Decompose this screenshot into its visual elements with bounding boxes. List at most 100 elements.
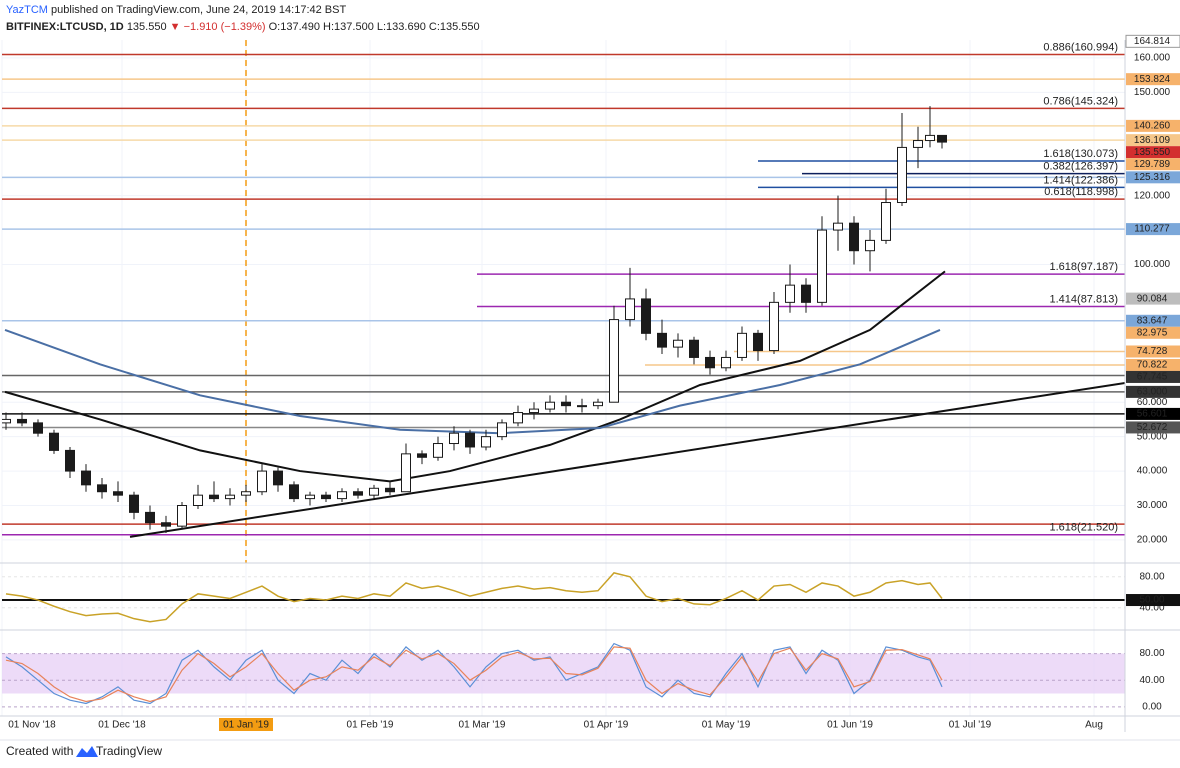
candle-body [609, 319, 619, 403]
candle-body [705, 356, 715, 369]
candle-body [641, 298, 651, 334]
tv-logo [76, 746, 98, 757]
price-tag-label: 74.728 [1137, 346, 1168, 357]
candle-body [81, 470, 91, 486]
footer-text: Created with [6, 744, 73, 758]
rsi-level-label: 50.00 [1139, 595, 1164, 606]
candle-body [2, 418, 11, 424]
price-tag-label: 63.000 [1137, 387, 1168, 398]
price-tag [1126, 385, 1180, 398]
candle-body [321, 494, 331, 500]
header-line: YazTCM published on TradingView.com, Jun… [6, 4, 346, 16]
x-tick-label: 01 Jun '19 [827, 720, 873, 731]
candle-body [689, 339, 699, 358]
candle-body [577, 405, 587, 408]
change-arrow: ▼ [170, 21, 181, 33]
candle-body [17, 418, 27, 424]
y-tick-label: 150.000 [1134, 87, 1171, 98]
candle-body [925, 134, 935, 142]
symbol-line: BITFINEX:LTCUSD, 1D 135.550 ▼ −1.910 (−1… [6, 21, 480, 33]
candle-body [369, 487, 379, 496]
price-tag [1126, 292, 1180, 305]
y-tick-label: 40.000 [1137, 466, 1168, 477]
y-tick-label: 50.000 [1137, 431, 1168, 442]
overlay-line [129, 381, 1125, 538]
candle-body [561, 401, 571, 407]
candle-body [65, 449, 75, 472]
x-tick-label: 01 Nov '18 [8, 720, 56, 731]
x-tick-label: 01 Dec '18 [98, 720, 146, 731]
candle-body [817, 229, 827, 303]
candle-body [753, 332, 763, 352]
rsi-line [5, 572, 943, 623]
x-tick-highlight [219, 718, 273, 731]
price-tag-label: 70.822 [1137, 360, 1168, 371]
level-label: 1.618(21.520) [1050, 522, 1119, 534]
change: −1.910 (−1.39%) [184, 21, 266, 33]
price-tag [1126, 146, 1180, 159]
candle-body [97, 484, 107, 493]
candle-body [273, 470, 283, 486]
price-tag-label: 153.824 [1134, 74, 1171, 85]
candle-body [385, 487, 395, 493]
level-label: 1.618(97.187) [1050, 261, 1119, 273]
price-tag-label: 140.260 [1134, 121, 1171, 132]
candle-body [193, 494, 203, 507]
price-tag [1126, 171, 1180, 184]
candle-body [481, 436, 491, 448]
price-tag-label: 56.601 [1137, 409, 1168, 420]
candle-body [529, 408, 539, 414]
y-tick-label: 120.000 [1134, 190, 1171, 201]
level-label: 1.414(87.813) [1050, 293, 1119, 305]
price-tag [1126, 223, 1180, 236]
candle-body [161, 522, 171, 527]
price-tag-label: 67.745 [1137, 372, 1168, 383]
price-tag [1126, 407, 1180, 420]
price-tag [1125, 34, 1180, 48]
candle-body [113, 491, 123, 496]
author: YazTCM [6, 4, 48, 16]
candle-body [785, 284, 795, 303]
overlay-line [4, 270, 946, 483]
candle-body [241, 491, 251, 496]
rsi-level-tag [1126, 594, 1180, 607]
price-tag [1126, 358, 1180, 371]
price-tag-label: 83.647 [1137, 315, 1168, 326]
stoch-band [2, 653, 1125, 694]
level-label: 0.886(160.994) [1043, 41, 1118, 53]
close: C:135.550 [429, 21, 480, 33]
candle-body [897, 146, 907, 204]
price-tag-label: 90.084 [1137, 293, 1168, 304]
candle-body [209, 494, 219, 500]
price-tag [1126, 345, 1180, 358]
stoch-tick-label: 80.00 [1139, 648, 1164, 659]
price-pane: 0.886(160.994) 0.786(145.324) 1.618(130.07… [2, 40, 1125, 563]
candle-body [593, 401, 603, 407]
x-tick-label: 01 Mar '19 [459, 720, 506, 731]
candle-body [49, 432, 59, 451]
x-tick-label: 01 Apr '19 [584, 720, 629, 731]
x-tick-label: 01 Jan '19 [223, 720, 269, 731]
level-label: 0.382(126.397) [1043, 161, 1118, 173]
candle-body [865, 239, 875, 252]
candle-body [497, 422, 507, 438]
footer-brand: TradingView [96, 744, 162, 758]
candle-body [353, 491, 363, 496]
price-tag [1126, 314, 1180, 327]
candle-body [449, 432, 459, 445]
candle-body [177, 505, 187, 527]
stoch-tick-label: 0.00 [1142, 701, 1162, 712]
price-tag-label: 164.814 [1134, 36, 1171, 47]
price-tag [1126, 73, 1180, 86]
y-tick-label: 20.000 [1137, 535, 1168, 546]
rsi-tick-label: 40.00 [1139, 602, 1164, 613]
candle-body [337, 491, 347, 500]
candle-body [937, 134, 947, 143]
candle-body [129, 494, 139, 513]
low: L:133.690 [377, 21, 426, 33]
x-tick-label: 01 Feb '19 [347, 720, 394, 731]
candle-body [625, 298, 635, 321]
price-tag-label: 135.550 [1134, 147, 1171, 158]
level-label: 1.414(122.386) [1043, 174, 1118, 186]
candle-body [401, 453, 411, 493]
